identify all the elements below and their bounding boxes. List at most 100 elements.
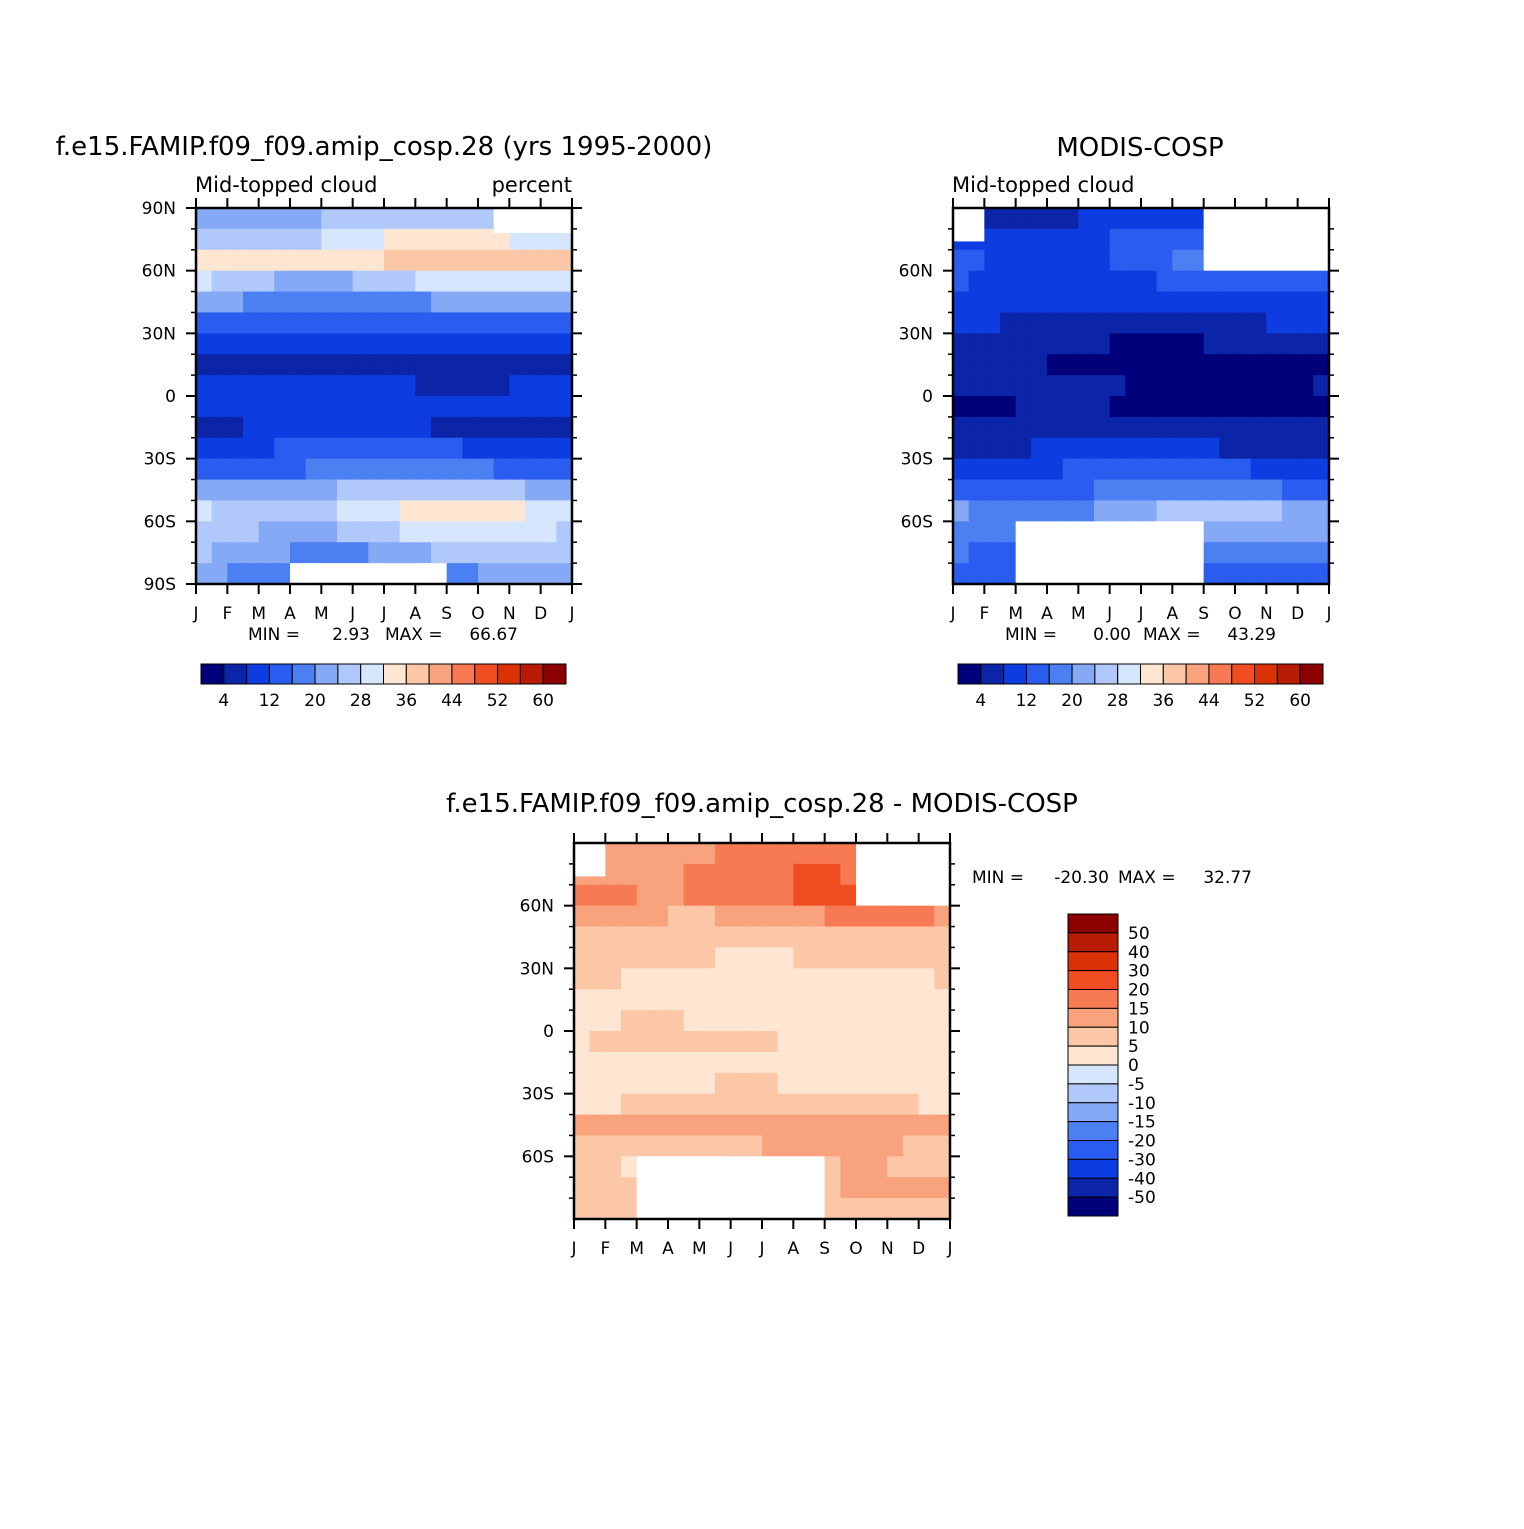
contour-cell [1062, 354, 1079, 376]
contour-cell [683, 947, 700, 969]
contour-cell [415, 479, 432, 502]
contour-cell [243, 270, 260, 293]
contour-cell [321, 249, 338, 272]
contour-cell [636, 1072, 653, 1095]
x-tick-label: D [912, 1239, 925, 1259]
contour-cell [1219, 521, 1236, 543]
contour-cell [809, 905, 826, 928]
contour-cell [305, 249, 322, 272]
contour-cell [1297, 542, 1314, 564]
contour-cell [478, 312, 495, 334]
colorbar-label: -5 [1128, 1075, 1145, 1095]
contour-cell [589, 1198, 606, 1219]
contour-cell [605, 1072, 622, 1095]
contour-cell [1203, 563, 1220, 584]
colorbar-swatch [428, 663, 453, 685]
contour-cell [384, 249, 401, 272]
contour-cell [415, 542, 432, 564]
contour-cell [1156, 291, 1173, 314]
contour-cell [478, 291, 495, 314]
contour-cell [903, 989, 920, 1011]
field-layer [196, 208, 572, 584]
contour-cell [399, 270, 416, 293]
contour-cell [605, 884, 622, 907]
contour-cell [1266, 437, 1283, 460]
contour-cell [525, 437, 542, 460]
contour-cell [715, 905, 732, 928]
contour-cell [384, 479, 401, 502]
contour-cell [683, 1010, 700, 1032]
contour-cell [368, 249, 385, 272]
contour-cell [1125, 208, 1142, 230]
contour-cell [746, 1093, 763, 1116]
contour-cell [574, 1114, 591, 1137]
contour-cell [478, 437, 495, 460]
contour-cell [211, 270, 228, 293]
colorbar-swatch [1276, 663, 1301, 685]
colorbar-swatch [1025, 663, 1050, 685]
contour-cell [934, 926, 950, 949]
contour-cell [621, 1198, 638, 1219]
contour-cell [509, 375, 526, 397]
contour-cell [1047, 458, 1064, 481]
contour-cell [1188, 437, 1205, 460]
contour-cell [321, 375, 338, 397]
contour-cell [840, 884, 857, 907]
contour-cell [274, 249, 291, 272]
contour-cell [699, 1031, 716, 1053]
colorbar-swatch [474, 663, 499, 685]
contour-cell [887, 968, 904, 990]
contour-cell [525, 291, 542, 314]
contour-cell [730, 989, 747, 1011]
contour-cell [368, 500, 385, 522]
contour-cell [918, 1072, 935, 1095]
contour-cell [1000, 270, 1017, 293]
contour-cell [525, 228, 542, 251]
contour-cell [1078, 249, 1095, 272]
colorbar-label: 36 [395, 691, 417, 711]
contour-cell [556, 249, 572, 272]
contour-cell [1219, 479, 1236, 502]
contour-cell [321, 270, 338, 293]
contour-cell [574, 1072, 591, 1095]
missing-data-region [636, 1156, 825, 1219]
contour-cell [305, 228, 322, 251]
contour-cell [1156, 500, 1173, 522]
contour-cell [274, 291, 291, 314]
colorbar-label: 12 [259, 691, 281, 711]
contour-cell [668, 1031, 685, 1053]
contour-cell [540, 479, 557, 502]
contour-cell [762, 884, 779, 907]
contour-cell [1078, 228, 1095, 251]
contour-cell [368, 375, 385, 397]
contour-cell [1219, 291, 1236, 314]
colorbar-swatch [1067, 932, 1119, 953]
contour-cell [196, 333, 213, 355]
contour-cell [227, 437, 244, 460]
colorbar-swatch [519, 663, 544, 685]
contour-cell [305, 333, 322, 355]
contour-cell [1000, 375, 1017, 397]
contour-cell [305, 208, 322, 230]
contour-cell [683, 989, 700, 1011]
x-tick-label: F [600, 1239, 610, 1259]
colorbar-label: 10 [1128, 1018, 1150, 1038]
contour-cell [636, 1031, 653, 1053]
contour-cell [605, 989, 622, 1011]
contour-cell [415, 312, 432, 334]
contour-cell [777, 1135, 794, 1157]
contour-cell [887, 989, 904, 1011]
contour-cell [1078, 416, 1095, 439]
contour-cell [1250, 563, 1267, 584]
contour-cell [227, 208, 244, 230]
contour-cell [556, 542, 572, 564]
contour-cell [509, 500, 526, 522]
colorbar-swatch [1067, 1064, 1119, 1085]
contour-cell [871, 1135, 888, 1157]
contour-cell [715, 863, 732, 886]
contour-cell [793, 1093, 810, 1116]
contour-cell [462, 458, 479, 481]
contour-cell [840, 1051, 857, 1074]
contour-cell [415, 291, 432, 314]
contour-cell [918, 1010, 935, 1032]
